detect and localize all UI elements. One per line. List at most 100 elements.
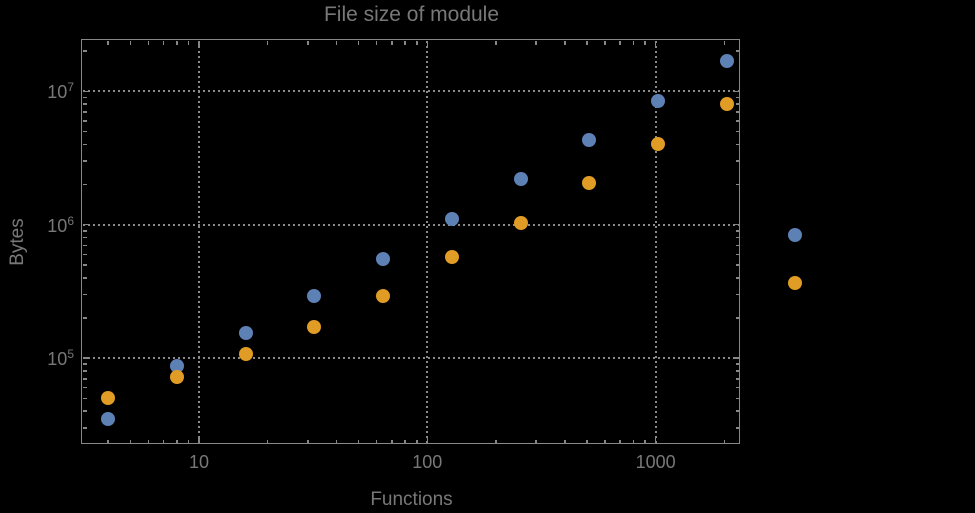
- y-major-tick: [82, 90, 90, 93]
- x-gridline: [426, 41, 429, 443]
- data-point-blue: [582, 133, 597, 148]
- x-minor-tick: [335, 41, 338, 45]
- x-minor-tick: [162, 41, 165, 45]
- data-point-blue: [788, 228, 803, 243]
- x-minor-tick: [586, 440, 588, 444]
- data-point-orange: [650, 136, 665, 151]
- y-minor-tick: [736, 143, 740, 146]
- x-major-tick: [426, 437, 429, 444]
- x-minor-tick: [604, 440, 606, 444]
- y-tick-exponent: 6: [67, 213, 74, 228]
- y-minor-tick: [82, 378, 87, 380]
- x-minor-tick: [391, 41, 393, 45]
- x-tick-label: 1000: [635, 452, 676, 472]
- y-major-tick: [82, 223, 90, 226]
- y-axis-label: Bytes: [7, 218, 28, 266]
- y-minor-tick: [736, 120, 740, 122]
- y-minor-tick: [736, 111, 740, 113]
- x-minor-tick: [632, 440, 635, 444]
- x-minor-tick: [495, 440, 497, 444]
- x-minor-tick: [129, 41, 132, 45]
- y-minor-tick: [736, 370, 740, 372]
- x-minor-tick: [586, 41, 588, 45]
- y-tick-label: 106: [47, 213, 74, 236]
- y-minor-tick: [736, 363, 740, 365]
- data-point-orange: [444, 250, 459, 265]
- y-minor-tick: [82, 96, 87, 99]
- y-minor-tick: [736, 397, 740, 399]
- y-minor-tick: [82, 183, 87, 186]
- data-point-orange: [101, 391, 116, 406]
- x-minor-tick: [619, 41, 621, 45]
- y-minor-tick: [736, 293, 740, 296]
- y-major-tick: [82, 357, 90, 359]
- x-minor-tick: [307, 41, 309, 45]
- data-point-orange: [376, 289, 391, 304]
- y-minor-tick: [82, 244, 87, 247]
- x-gridline: [654, 41, 657, 443]
- x-axis-label: Functions: [370, 489, 453, 510]
- y-minor-tick: [736, 244, 740, 247]
- y-minor-tick: [736, 50, 740, 52]
- x-minor-tick: [644, 41, 646, 45]
- y-minor-tick: [82, 293, 87, 296]
- data-point-blue: [719, 53, 734, 68]
- y-minor-tick: [736, 427, 740, 429]
- data-point-orange: [238, 347, 253, 362]
- y-minor-tick: [82, 111, 87, 113]
- x-minor-tick: [564, 41, 566, 45]
- y-minor-tick: [82, 277, 87, 279]
- y-minor-tick: [82, 143, 87, 146]
- y-minor-tick: [736, 253, 740, 256]
- x-minor-tick: [187, 41, 190, 45]
- x-major-tick: [654, 41, 657, 48]
- x-minor-tick: [416, 440, 418, 444]
- y-minor-tick: [736, 96, 740, 99]
- x-minor-tick: [404, 41, 406, 45]
- data-point-blue: [169, 358, 184, 373]
- plot-frame: [81, 39, 740, 444]
- y-minor-tick: [736, 103, 740, 105]
- data-point-orange: [582, 175, 597, 190]
- x-minor-tick: [723, 41, 726, 45]
- x-minor-tick: [266, 440, 269, 444]
- x-minor-tick: [176, 440, 178, 444]
- y-minor-tick: [82, 317, 87, 319]
- x-minor-tick: [391, 440, 393, 444]
- y-minor-tick: [736, 130, 740, 133]
- y-minor-tick: [736, 317, 740, 319]
- x-tick-label: 10: [188, 452, 210, 472]
- y-minor-tick: [736, 183, 740, 186]
- y-minor-tick: [736, 386, 740, 389]
- data-point-blue: [101, 411, 116, 426]
- data-point-orange: [513, 215, 528, 230]
- y-minor-tick: [82, 363, 87, 365]
- y-major-tick: [733, 357, 740, 359]
- y-minor-tick: [82, 370, 87, 372]
- x-minor-tick: [147, 41, 150, 45]
- data-point-orange: [169, 370, 184, 385]
- data-point-blue: [238, 326, 253, 341]
- x-minor-tick: [723, 440, 726, 444]
- x-minor-tick: [107, 41, 109, 45]
- x-minor-tick: [266, 41, 269, 45]
- x-tick-label: 100: [412, 452, 443, 472]
- y-minor-tick: [82, 264, 87, 266]
- y-minor-tick: [736, 378, 740, 380]
- y-minor-tick: [736, 410, 740, 412]
- x-minor-tick: [176, 41, 178, 45]
- y-tick-exponent: 7: [67, 80, 74, 95]
- x-minor-tick: [357, 41, 360, 45]
- y-minor-tick: [82, 50, 87, 52]
- x-minor-tick: [619, 440, 621, 444]
- y-gridline: [82, 223, 740, 226]
- x-minor-tick: [375, 41, 378, 45]
- chart-title: File size of module: [323, 3, 500, 26]
- x-minor-tick: [187, 440, 190, 444]
- y-tick-label: 105: [47, 347, 74, 370]
- y-major-tick: [733, 223, 740, 226]
- x-major-tick: [426, 41, 429, 48]
- x-minor-tick: [129, 440, 132, 444]
- y-minor-tick: [736, 264, 740, 266]
- y-minor-tick: [82, 427, 87, 429]
